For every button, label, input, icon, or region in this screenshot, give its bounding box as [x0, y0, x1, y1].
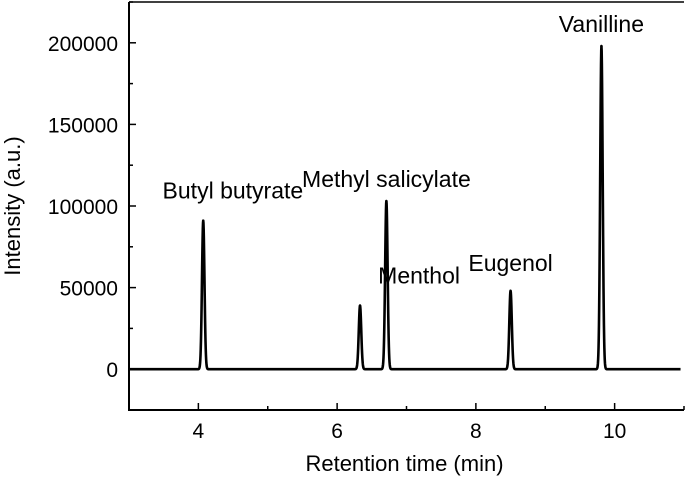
peak-label: Butyl butyrate [163, 178, 304, 204]
x-axis-title: Retention time (min) [305, 451, 503, 476]
y-tick-label: 200000 [48, 33, 118, 56]
peak-apex-point [385, 199, 388, 203]
peak-labels: Butyl butyrate Menthol Methyl salicylate Eu… [163, 11, 644, 289]
x-tick-label: 4 [193, 420, 205, 443]
peak-apex-point [358, 304, 362, 307]
y-tick-label: 50000 [60, 278, 118, 301]
x-tick-label: 8 [470, 420, 482, 443]
y-axis-title: Intensity (a.u.) [0, 136, 25, 275]
trace-layer [129, 44, 681, 371]
peak-label: Eugenol [468, 250, 552, 276]
x-axis-ticks: 4 6 8 10 [128, 403, 685, 443]
peak-apex-point [202, 219, 205, 222]
y-axis-ticks: 0 50000 100000 150000 200000 [48, 1, 136, 411]
peak-label: Methyl salicylate [302, 166, 471, 192]
peak-apex-point [600, 44, 603, 48]
y-tick-label: 0 [106, 359, 118, 382]
peak-label: Vanilline [559, 11, 644, 37]
y-tick-label: 100000 [48, 196, 118, 219]
peak-label: Menthol [378, 263, 460, 289]
x-tick-label: 6 [331, 420, 343, 443]
peak-apex-point [509, 289, 512, 293]
x-tick-label: 10 [603, 420, 626, 443]
chromatogram-trace [129, 44, 681, 371]
y-tick-label: 150000 [48, 114, 118, 137]
